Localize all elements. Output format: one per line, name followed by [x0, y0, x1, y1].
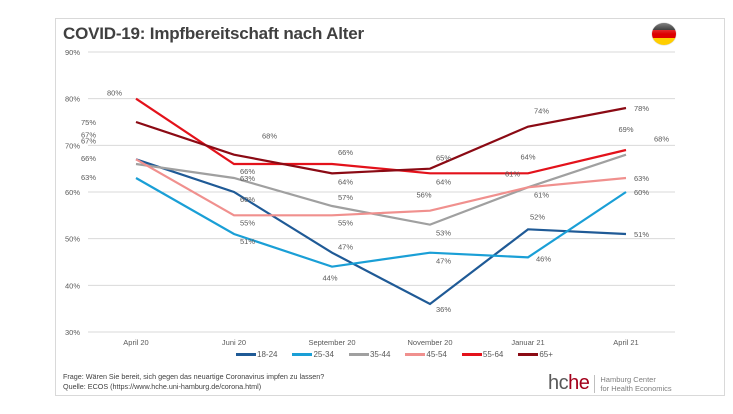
legend-label: 25-34	[313, 350, 334, 359]
legend-label: 35-44	[369, 350, 391, 359]
y-tick-label: 40%	[65, 281, 80, 290]
data-label: 80%	[107, 89, 122, 98]
germany-flag-icon	[652, 23, 676, 45]
x-tick-label: Juni 20	[222, 338, 246, 347]
footnote-question: Frage: Wären Sie bereit, sich gegen das …	[63, 372, 325, 381]
data-label: 64%	[338, 177, 353, 186]
data-label: 52%	[530, 212, 545, 221]
data-label: 74%	[534, 107, 549, 116]
data-label: 64%	[436, 177, 451, 186]
footnote: Frage: Wären Sie bereit, sich gegen das …	[63, 372, 324, 391]
data-label: 61%	[534, 190, 549, 199]
data-label: 63%	[81, 173, 96, 182]
data-label: 69%	[618, 125, 633, 134]
legend-item-35-44: 35-44	[348, 350, 391, 359]
data-label: 68%	[654, 135, 669, 144]
legend-item-25-34: 25-34	[292, 350, 334, 359]
data-label: 55%	[240, 218, 255, 227]
data-label: 66%	[240, 167, 255, 176]
legend-label: 55-64	[482, 350, 504, 359]
data-label: 63%	[634, 174, 649, 183]
data-label: 67%	[81, 136, 96, 145]
data-label: 60%	[240, 195, 255, 204]
legend-swatch	[292, 353, 313, 356]
chart-title: COVID-19: Impfbereitschaft nach Alter	[63, 24, 364, 43]
data-label: 36%	[436, 305, 451, 314]
legend-swatch	[236, 353, 256, 356]
data-label: 56%	[416, 191, 431, 200]
series-line-35-44	[135, 153, 627, 226]
legend-item-65+: 65+	[518, 350, 553, 359]
data-label: 47%	[338, 243, 353, 252]
data-label: 65%	[436, 154, 451, 163]
data-label: 75%	[81, 118, 96, 127]
x-tick-label: Januar 21	[511, 338, 544, 347]
x-tick-label: September 20	[308, 338, 355, 347]
series-line-65+	[135, 106, 627, 175]
data-label: 44%	[322, 274, 337, 283]
data-label: 51%	[240, 237, 255, 246]
logo-subtitle: Hamburg Center for Health Economics	[600, 374, 672, 393]
legend-label: 45-54	[426, 350, 447, 359]
legend-swatch	[518, 353, 539, 356]
chart-card	[55, 18, 725, 396]
series-line-55-64	[135, 97, 627, 175]
data-label: 60%	[634, 188, 649, 197]
y-tick-label: 70%	[65, 141, 80, 150]
data-label: 46%	[536, 254, 551, 263]
data-label: 63%	[240, 174, 255, 183]
data-label: 64%	[520, 152, 535, 161]
legend-swatch	[348, 353, 369, 356]
y-tick-label: 30%	[65, 328, 80, 337]
data-label: 61%	[505, 169, 520, 178]
series-line-25-34	[135, 177, 627, 268]
legend-label: 18-24	[257, 350, 278, 359]
logo-divider	[594, 374, 596, 393]
series-line-45-54	[135, 158, 627, 217]
x-tick-label: April 21	[613, 338, 638, 347]
data-label: 51%	[634, 230, 649, 239]
legend-label: 65+	[539, 350, 553, 359]
x-tick-label: November 20	[407, 338, 452, 347]
footnote-source: Quelle: ECOS (https://www.hche.uni-hambu…	[63, 381, 262, 391]
data-label: 66%	[81, 154, 96, 163]
legend-swatch	[461, 353, 482, 356]
data-label: 53%	[436, 229, 451, 238]
legend-item-45-54: 45-54	[405, 350, 447, 359]
y-tick-label: 60%	[65, 188, 80, 197]
y-tick-label: 80%	[65, 95, 80, 104]
data-label: 66%	[338, 148, 353, 157]
data-label: 47%	[436, 257, 451, 266]
legend-swatch	[405, 353, 426, 356]
legend-item-55-64: 55-64	[461, 350, 504, 359]
series-line-18-24	[135, 158, 627, 306]
hche-logo: hche Hamburg Center for Health Economics	[548, 372, 672, 395]
x-tick-label: April 20	[123, 338, 148, 347]
y-tick-label: 50%	[65, 235, 80, 244]
data-label: 78%	[634, 104, 649, 113]
logo-wordmark: hche	[548, 372, 590, 394]
y-tick-label: 90%	[65, 48, 80, 57]
data-label: 55%	[338, 218, 353, 227]
data-label: 67%	[81, 130, 96, 139]
legend-item-18-24: 18-24	[236, 350, 277, 359]
data-label: 68%	[262, 132, 277, 141]
chart-legend: 18-24 25-34 35-44 45-54 55-64 65+	[236, 350, 553, 359]
data-label: 57%	[338, 193, 353, 202]
